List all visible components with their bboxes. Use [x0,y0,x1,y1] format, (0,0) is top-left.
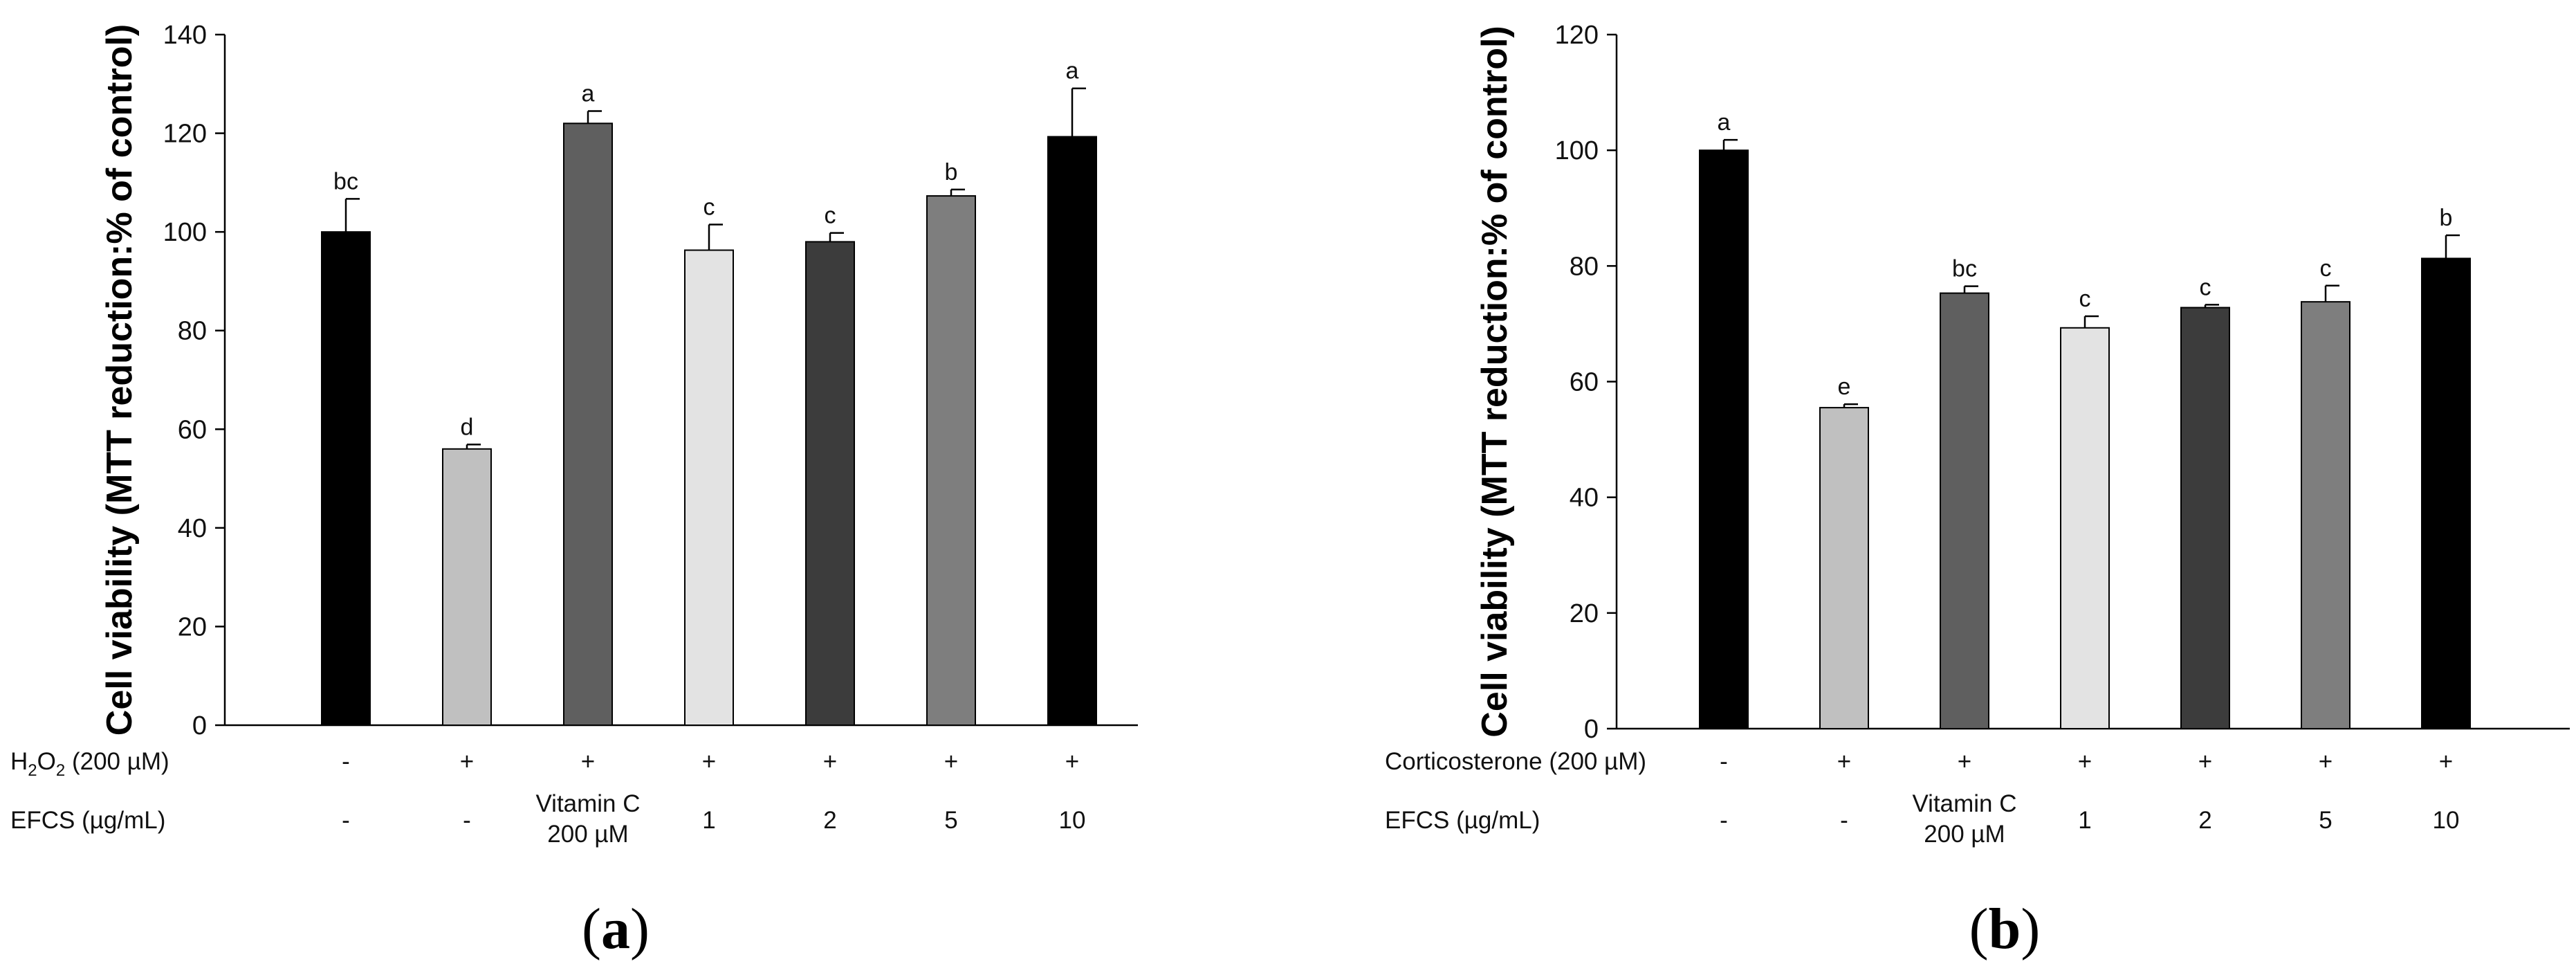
efcs-value: - [463,807,471,834]
efcs-value: 1 [2078,807,2091,834]
treatment-value: - [1720,748,1728,775]
efcs-value: 5 [2319,807,2332,834]
treatment-label-part: Corticosterone (200 µM) [1385,748,1646,775]
significance-label: a [1718,109,1731,136]
efcs-value: 2 [2198,807,2211,834]
treatment-label-part: H [10,748,28,775]
efcs-value: 1 [702,807,715,834]
panel-label-letter: b [1989,897,2021,961]
treatment-value: + [2319,748,2333,775]
treatment-label-subscript: 2 [28,761,37,780]
y-tick-label: 40 [178,514,207,543]
chart-panel-a: 0 20 40 60 80 100 120 140 Cell viability (MTT re… [10,21,1138,961]
significance-label: bc [333,168,358,194]
efcs-value: 200 µM [1924,821,2005,848]
panel-label-paren: ( [1969,897,1989,961]
treatment-value: + [1837,748,1851,775]
bar [805,241,855,726]
efcs-value: - [342,807,350,834]
bar [1047,136,1097,727]
bar [2060,327,2110,729]
efcs-value: Vitamin C [1912,790,2016,817]
panel-label-paren: ) [630,897,650,961]
significance-label: b [2440,205,2453,231]
y-tick-label: 0 [1584,715,1599,744]
bar [563,122,613,727]
significance-label: bc [1952,256,1977,282]
treatment-value: + [823,748,837,775]
efcs-value: 10 [1059,807,1086,834]
treatment-value: + [944,748,958,775]
efcs-value: Vitamin C [535,790,640,817]
bar [2180,307,2230,730]
treatment-value: + [1958,748,1971,775]
significance-label: c [2200,274,2211,300]
treatment-row-label: H2O2 (200 µM) [10,748,169,780]
y-tick-label: 20 [178,612,207,641]
efcs-row-label: EFCS (µg/mL) [1385,807,1540,834]
y-tick-label: 120 [1555,21,1599,50]
panel-label: (a) [582,897,650,961]
treatment-row-label: Corticosterone (200 µM) [1385,748,1646,775]
significance-label: b [945,159,958,185]
bar [2421,257,2471,729]
y-tick-label: 80 [178,317,207,346]
panel-label-letter: a [601,897,630,961]
bar [926,195,976,726]
treatment-value: + [2078,748,2092,775]
significance-label: c [703,194,715,220]
efcs-value: 10 [2433,807,2460,834]
bar [321,231,371,726]
y-tick-label: 120 [163,120,207,149]
significance-label: d [461,414,474,440]
y-tick-label: 100 [163,218,207,247]
y-axis-title: Cell viability (MTT reduction:% of contr… [100,24,140,736]
y-tick-label: 140 [163,21,207,50]
significance-label: a [1066,58,1079,84]
y-tick-label: 60 [1570,368,1599,397]
treatment-label-part: (200 µM) [65,748,169,775]
treatment-value: + [702,748,716,775]
efcs-value: 2 [823,807,836,834]
y-tick-label: 40 [1570,484,1599,513]
efcs-value: 5 [944,807,957,834]
significance-label: c [825,203,836,229]
panel-label: (b) [1969,897,2041,961]
treatment-label-part: O [37,748,56,775]
treatment-value: + [1065,748,1079,775]
significance-label: e [1838,374,1851,400]
significance-label: c [2320,255,2332,282]
chart-panel-b: 0 20 40 60 80 100 120 Cell viability (MTT reduc… [1385,21,2570,961]
bar [1819,407,1869,729]
treatment-label-subscript: 2 [56,761,65,780]
panel-label-paren: ( [582,897,601,961]
bar [684,249,734,727]
efcs-value: 200 µM [547,821,628,848]
bar [2301,301,2350,729]
y-tick-label: 0 [192,711,207,740]
efcs-value: - [1720,807,1728,834]
efcs-value: - [1840,807,1848,834]
treatment-value: - [342,748,350,775]
significance-label: a [582,80,595,107]
y-tick-label: 80 [1570,252,1599,281]
bar [1940,292,1989,729]
y-tick-label: 60 [178,415,207,444]
significance-label: c [2079,286,2091,312]
y-tick-label: 100 [1555,136,1599,165]
y-tick-label: 20 [1570,599,1599,628]
bar [1699,149,1749,729]
efcs-row-label: EFCS (µg/mL) [10,807,165,834]
treatment-value: + [460,748,474,775]
treatment-value: + [581,748,595,775]
panel-label-paren: ) [2021,897,2040,961]
treatment-value: + [2439,748,2453,775]
y-axis-title: Cell viability (MTT reduction:% of contr… [1475,26,1515,737]
treatment-value: + [2198,748,2212,775]
bar [442,448,492,726]
